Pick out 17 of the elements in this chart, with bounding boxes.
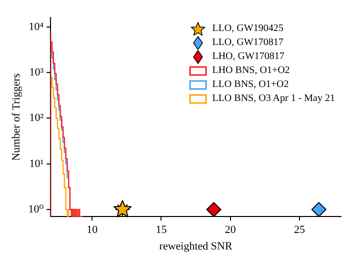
legend-label: LHO, GW170817 [212,50,284,64]
legend-label: LLO, GW170817 [212,36,284,50]
x-tick-label: 25 [294,224,306,236]
y-tick-label: 10¹ [29,158,44,170]
legend-label: LLO BNS, O3 Apr 1 - May 21 [212,92,335,106]
x-axis-title: reweighted SNR [159,240,233,252]
y-axis-title: Number of Triggers [10,73,22,161]
x-tick-label: 20 [224,224,236,236]
x-tick-label: 15 [156,224,168,236]
x-tick-label: 10 [86,224,98,236]
legend-label: LLO, GW190425 [212,22,284,36]
y-tick-label: 10³ [29,66,44,78]
y-tick-label: 10² [29,112,44,124]
legend-label: LHO BNS, O1+O2 [212,64,290,78]
y-tick-label: 10⁰ [28,203,44,216]
legend-label: LLO BNS, O1+O2 [212,78,289,92]
y-tick-label: 10⁴ [28,20,44,33]
